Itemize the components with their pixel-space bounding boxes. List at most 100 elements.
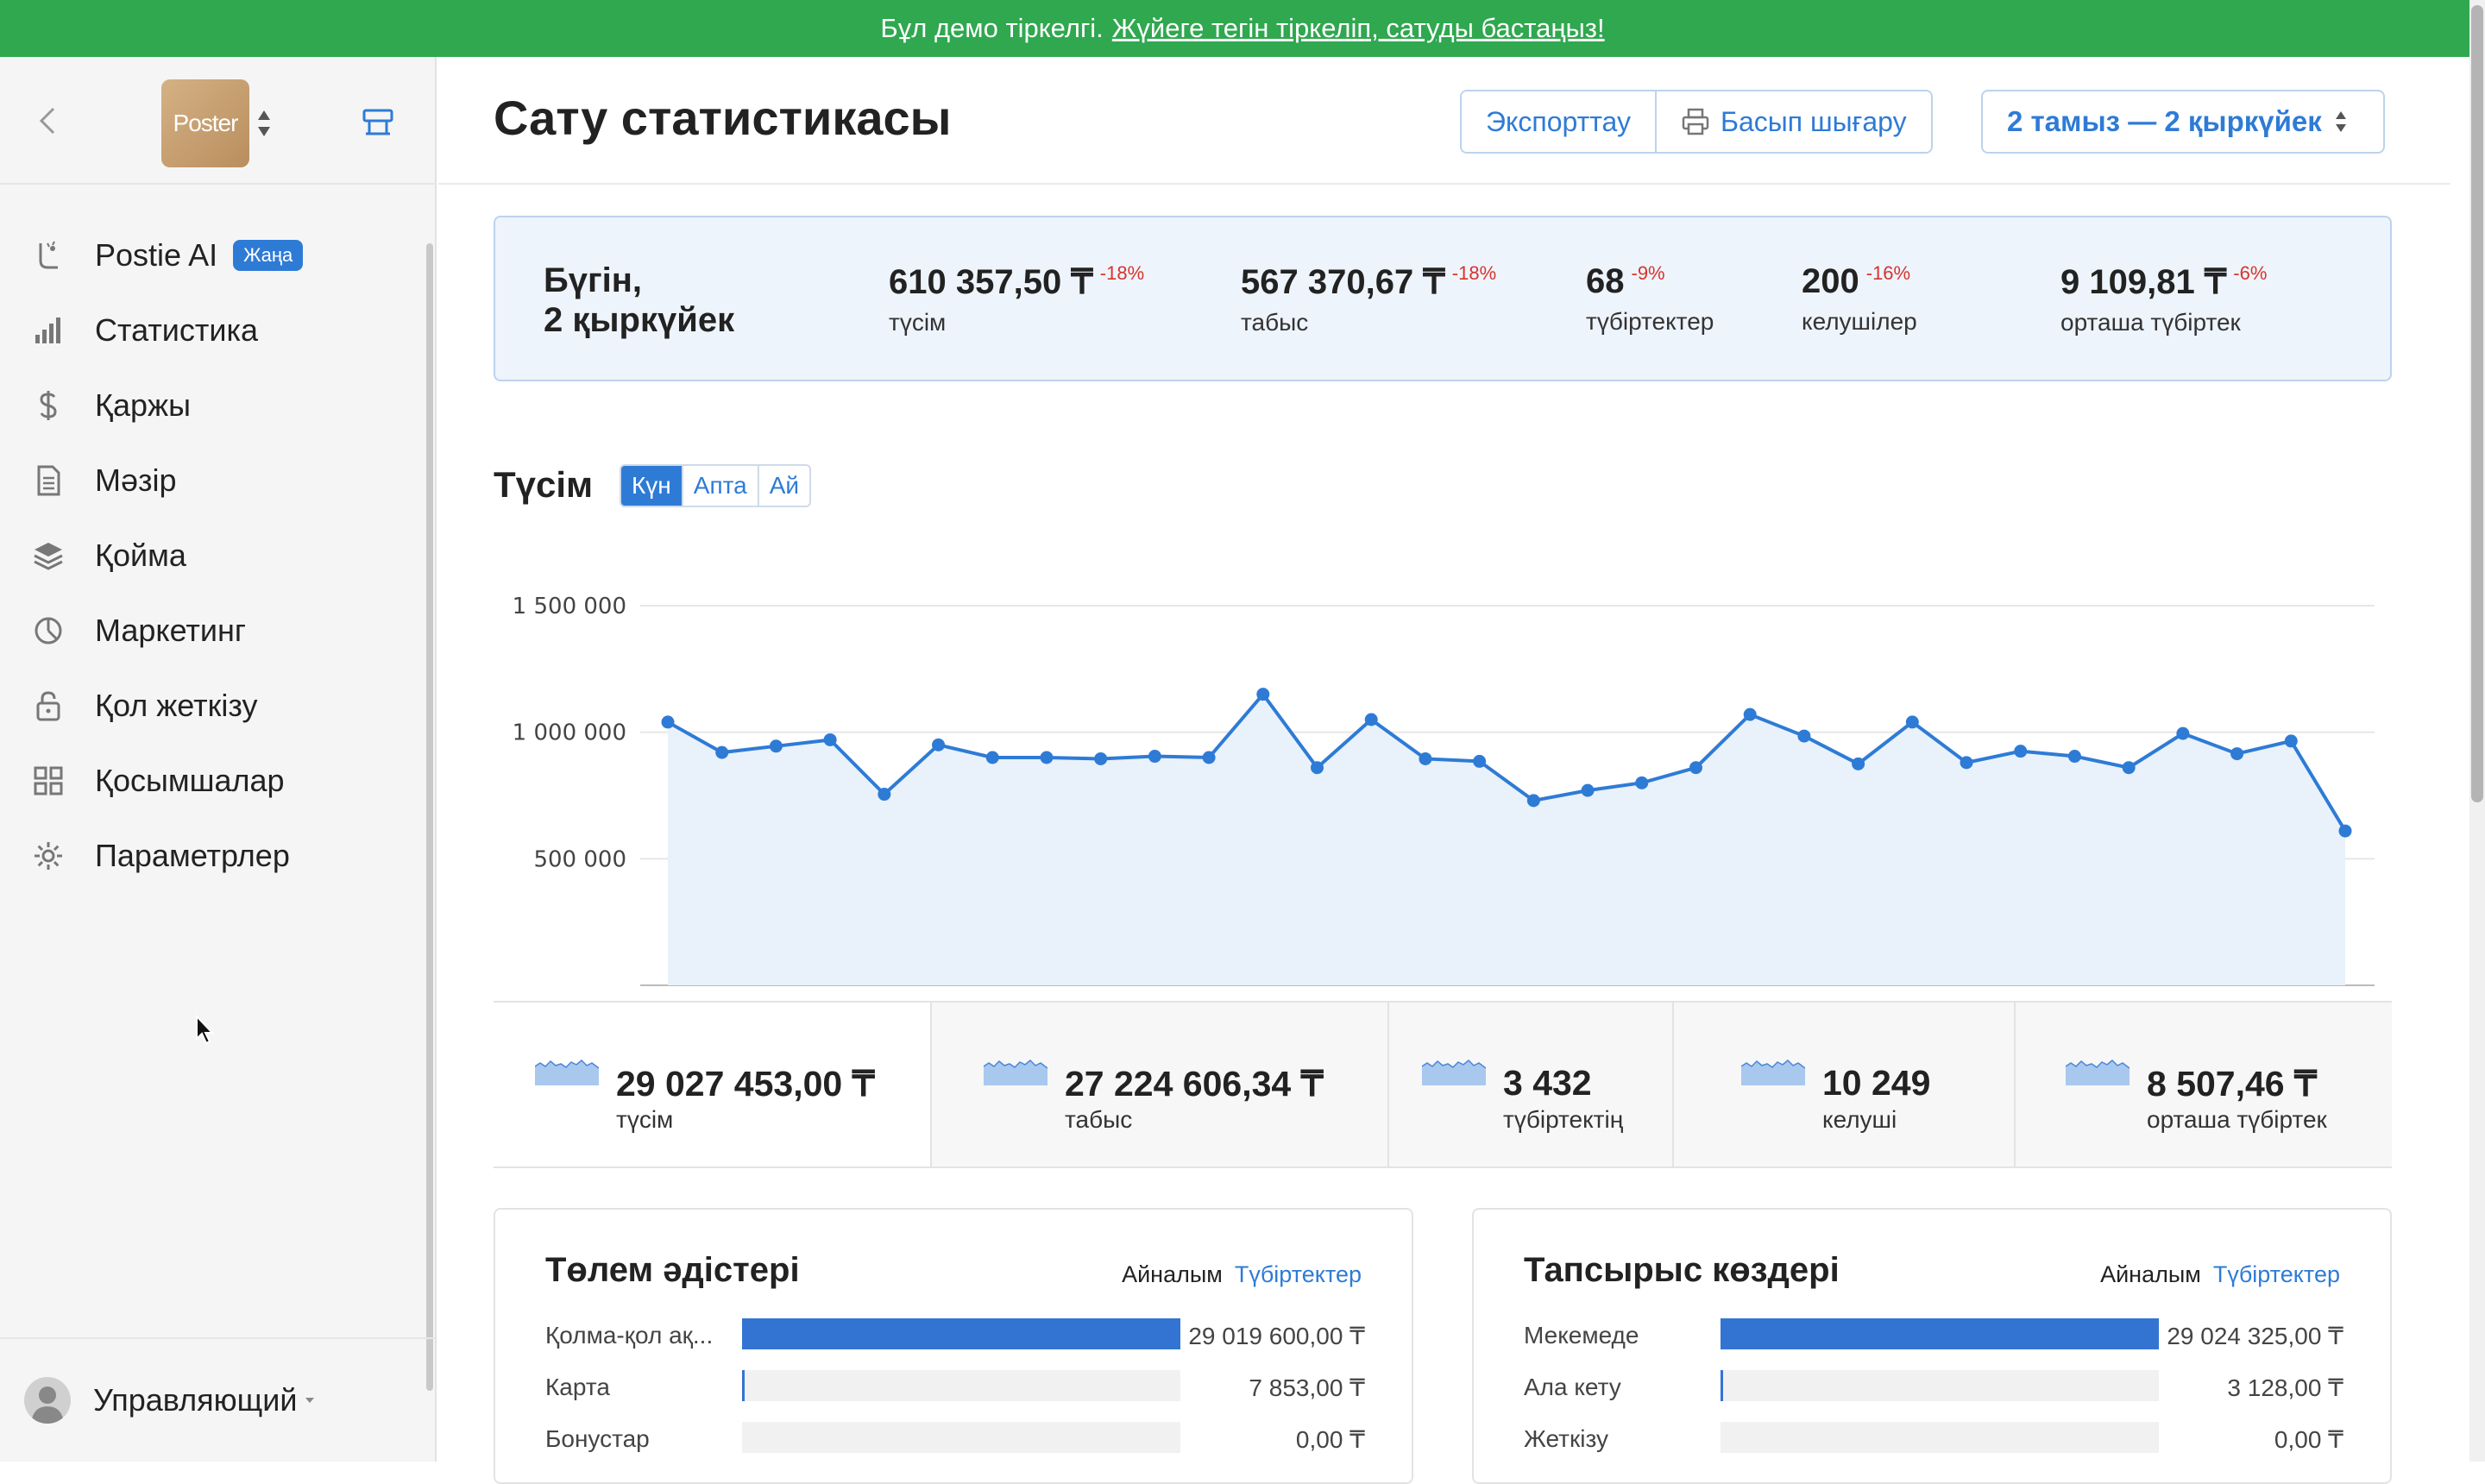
card-title: Тапсырыс көздері: [1524, 1251, 1840, 1289]
pie-icon: [31, 613, 66, 648]
sidebar-item-apps[interactable]: Қосымшалар: [0, 743, 435, 818]
row-amount: 29 024 325,00 ₸: [2167, 1323, 2343, 1349]
data-point: [1419, 751, 1432, 765]
total-value: 8 507,46 ₸: [2147, 1064, 2318, 1104]
metric-change: -18%: [1451, 262, 1497, 284]
data-point: [1202, 751, 1216, 764]
switch-turnover[interactable]: Айналым: [1122, 1261, 1223, 1287]
back-arrow-icon[interactable]: [31, 104, 66, 138]
avatar: [24, 1377, 71, 1424]
y-tick-label: 1 500 000: [513, 594, 626, 619]
series-line: [667, 691, 2347, 833]
today-metric-visitors: 200 -16% келушілер: [1802, 262, 1917, 336]
share-bar: [742, 1318, 1180, 1349]
tab-week[interactable]: Апта: [683, 466, 759, 506]
page-header: Сату статистикасы Экспорттау Басып шығар…: [438, 57, 2450, 185]
print-label: Басып шығару: [1720, 105, 1907, 137]
data-point: [823, 733, 837, 746]
row-amount: 0,00 ₸: [2274, 1426, 2343, 1453]
data-point: [2014, 745, 2028, 758]
total-revenue[interactable]: 29 027 453,00 ₸ түсім: [494, 1003, 930, 1166]
sidebar-item-label: Маркетинг: [95, 612, 247, 648]
row-name: Бонустар: [545, 1425, 650, 1452]
today-label: Бүгін, 2 қыркүйек: [544, 261, 734, 340]
data-point: [2122, 761, 2136, 775]
menu-document-icon: [31, 463, 66, 498]
row-amount: 3 128,00 ₸: [2227, 1374, 2343, 1401]
share-bar: [1721, 1370, 2159, 1401]
data-point: [878, 788, 891, 802]
today-metric-receipts: 68 -9% түбіртектер: [1586, 262, 1714, 336]
total-profit[interactable]: 27 224 606,34 ₸ табыс: [930, 1003, 1387, 1166]
print-button[interactable]: Басып шығару: [1656, 91, 1931, 152]
sidebar-item-postie-ai[interactable]: Postie AI Жаңа: [0, 217, 435, 292]
share-bar: [742, 1370, 1180, 1401]
user-menu[interactable]: Управляющий: [0, 1337, 435, 1462]
sidebar: Poster Postie AI Жаңа Статистика Қаржы М…: [0, 57, 437, 1462]
share-bar: [1721, 1318, 2159, 1349]
total-value: 3 432: [1503, 1063, 1592, 1103]
switch-receipts[interactable]: Түбіртектер: [2212, 1261, 2340, 1287]
sidebar-item-statistics[interactable]: Статистика: [0, 292, 435, 368]
sidebar-item-menu[interactable]: Мәзір: [0, 443, 435, 518]
sidebar-item-label: Postie AI: [95, 236, 218, 273]
data-point: [1311, 761, 1324, 775]
sidebar-item-settings[interactable]: Параметрлер: [0, 818, 435, 893]
sort-arrows-icon[interactable]: [256, 109, 272, 138]
tab-day[interactable]: Күн: [621, 466, 683, 506]
revenue-title: Түсім: [494, 464, 594, 505]
sparkline-icon: [1422, 1059, 1486, 1085]
data-point: [1960, 756, 1973, 770]
banner-text: Бұл демо тіркелгі.: [880, 13, 1104, 43]
sidebar-item-marketing[interactable]: Маркетинг: [0, 593, 435, 668]
sidebar-item-label: Мәзір: [95, 462, 177, 498]
total-receipts[interactable]: 3 432 түбіртектің: [1387, 1003, 1672, 1166]
area-fill: [668, 694, 2345, 985]
switch-turnover[interactable]: Айналым: [2100, 1261, 2201, 1287]
sidebar-header: Poster: [0, 57, 435, 185]
total-avg-receipt[interactable]: 8 507,46 ₸ орташа түбіртек: [2014, 1003, 2392, 1166]
metric-switch: Айналым Түбіртектер: [2100, 1261, 2340, 1288]
metric-value: 200: [1802, 262, 1859, 300]
data-point: [2338, 824, 2352, 838]
sort-arrows-icon: [2335, 111, 2346, 132]
apps-grid-icon: [31, 764, 66, 798]
data-point: [715, 745, 729, 759]
date-range-picker[interactable]: 2 тамыз — 2 қыркүйек: [1981, 90, 2385, 154]
venue-logo[interactable]: Poster: [161, 79, 249, 167]
total-visitors[interactable]: 10 249 келуші: [1672, 1003, 2014, 1166]
tab-month[interactable]: Ай: [769, 472, 800, 499]
data-point: [1635, 776, 1649, 789]
sidebar-item-label: Қол жеткізу: [95, 687, 258, 723]
logo-text: Poster: [173, 110, 239, 136]
today-metric-avg-receipt: 9 109,81 ₸ -6% орташа түбіртек: [2060, 262, 2267, 336]
sidebar-nav: Postie AI Жаңа Статистика Қаржы Мәзір Қо…: [0, 185, 435, 893]
sidebar-item-warehouse[interactable]: Қойма: [0, 518, 435, 593]
list-item: Ала кету 3 128,00 ₸: [1524, 1370, 2343, 1405]
sidebar-scrollbar[interactable]: [426, 243, 433, 1391]
switch-receipts[interactable]: Түбіртектер: [1234, 1261, 1362, 1287]
data-point: [1797, 729, 1811, 743]
data-point: [1581, 783, 1595, 797]
sidebar-item-label: Қосымшалар: [95, 762, 285, 798]
mouse-cursor-icon: [196, 1015, 215, 1045]
share-bar: [1721, 1422, 2159, 1453]
sidebar-item-access[interactable]: Қол жеткізу: [0, 668, 435, 743]
today-metric-revenue: 610 357,50 ₸ -18% түсім: [889, 262, 1144, 336]
export-button[interactable]: Экспорттау: [1462, 91, 1657, 152]
signup-link[interactable]: Жүйеге тегін тіркеліп, сатуды бастаңыз!: [1111, 13, 1605, 43]
list-item: Қолма-қол ақ... 29 019 600,00 ₸: [545, 1318, 1365, 1353]
metric-value: 68: [1586, 262, 1625, 300]
data-point: [985, 751, 999, 764]
metric-change: -6%: [2233, 262, 2268, 284]
data-point: [1094, 751, 1108, 765]
share-bar-fill: [742, 1318, 1180, 1349]
pos-terminal-icon[interactable]: [361, 105, 395, 140]
date-range-value: 2 тамыз — 2 қыркүйек: [2007, 105, 2322, 137]
list-item: Жеткізу 0,00 ₸: [1524, 1422, 2343, 1456]
row-amount: 29 019 600,00 ₸: [1188, 1323, 1365, 1349]
total-label: табыс: [1065, 1106, 1133, 1133]
sidebar-item-finance[interactable]: Қаржы: [0, 368, 435, 443]
page-scrollbar-thumb[interactable]: [2471, 5, 2483, 802]
row-amount: 7 853,00 ₸: [1249, 1374, 1365, 1401]
